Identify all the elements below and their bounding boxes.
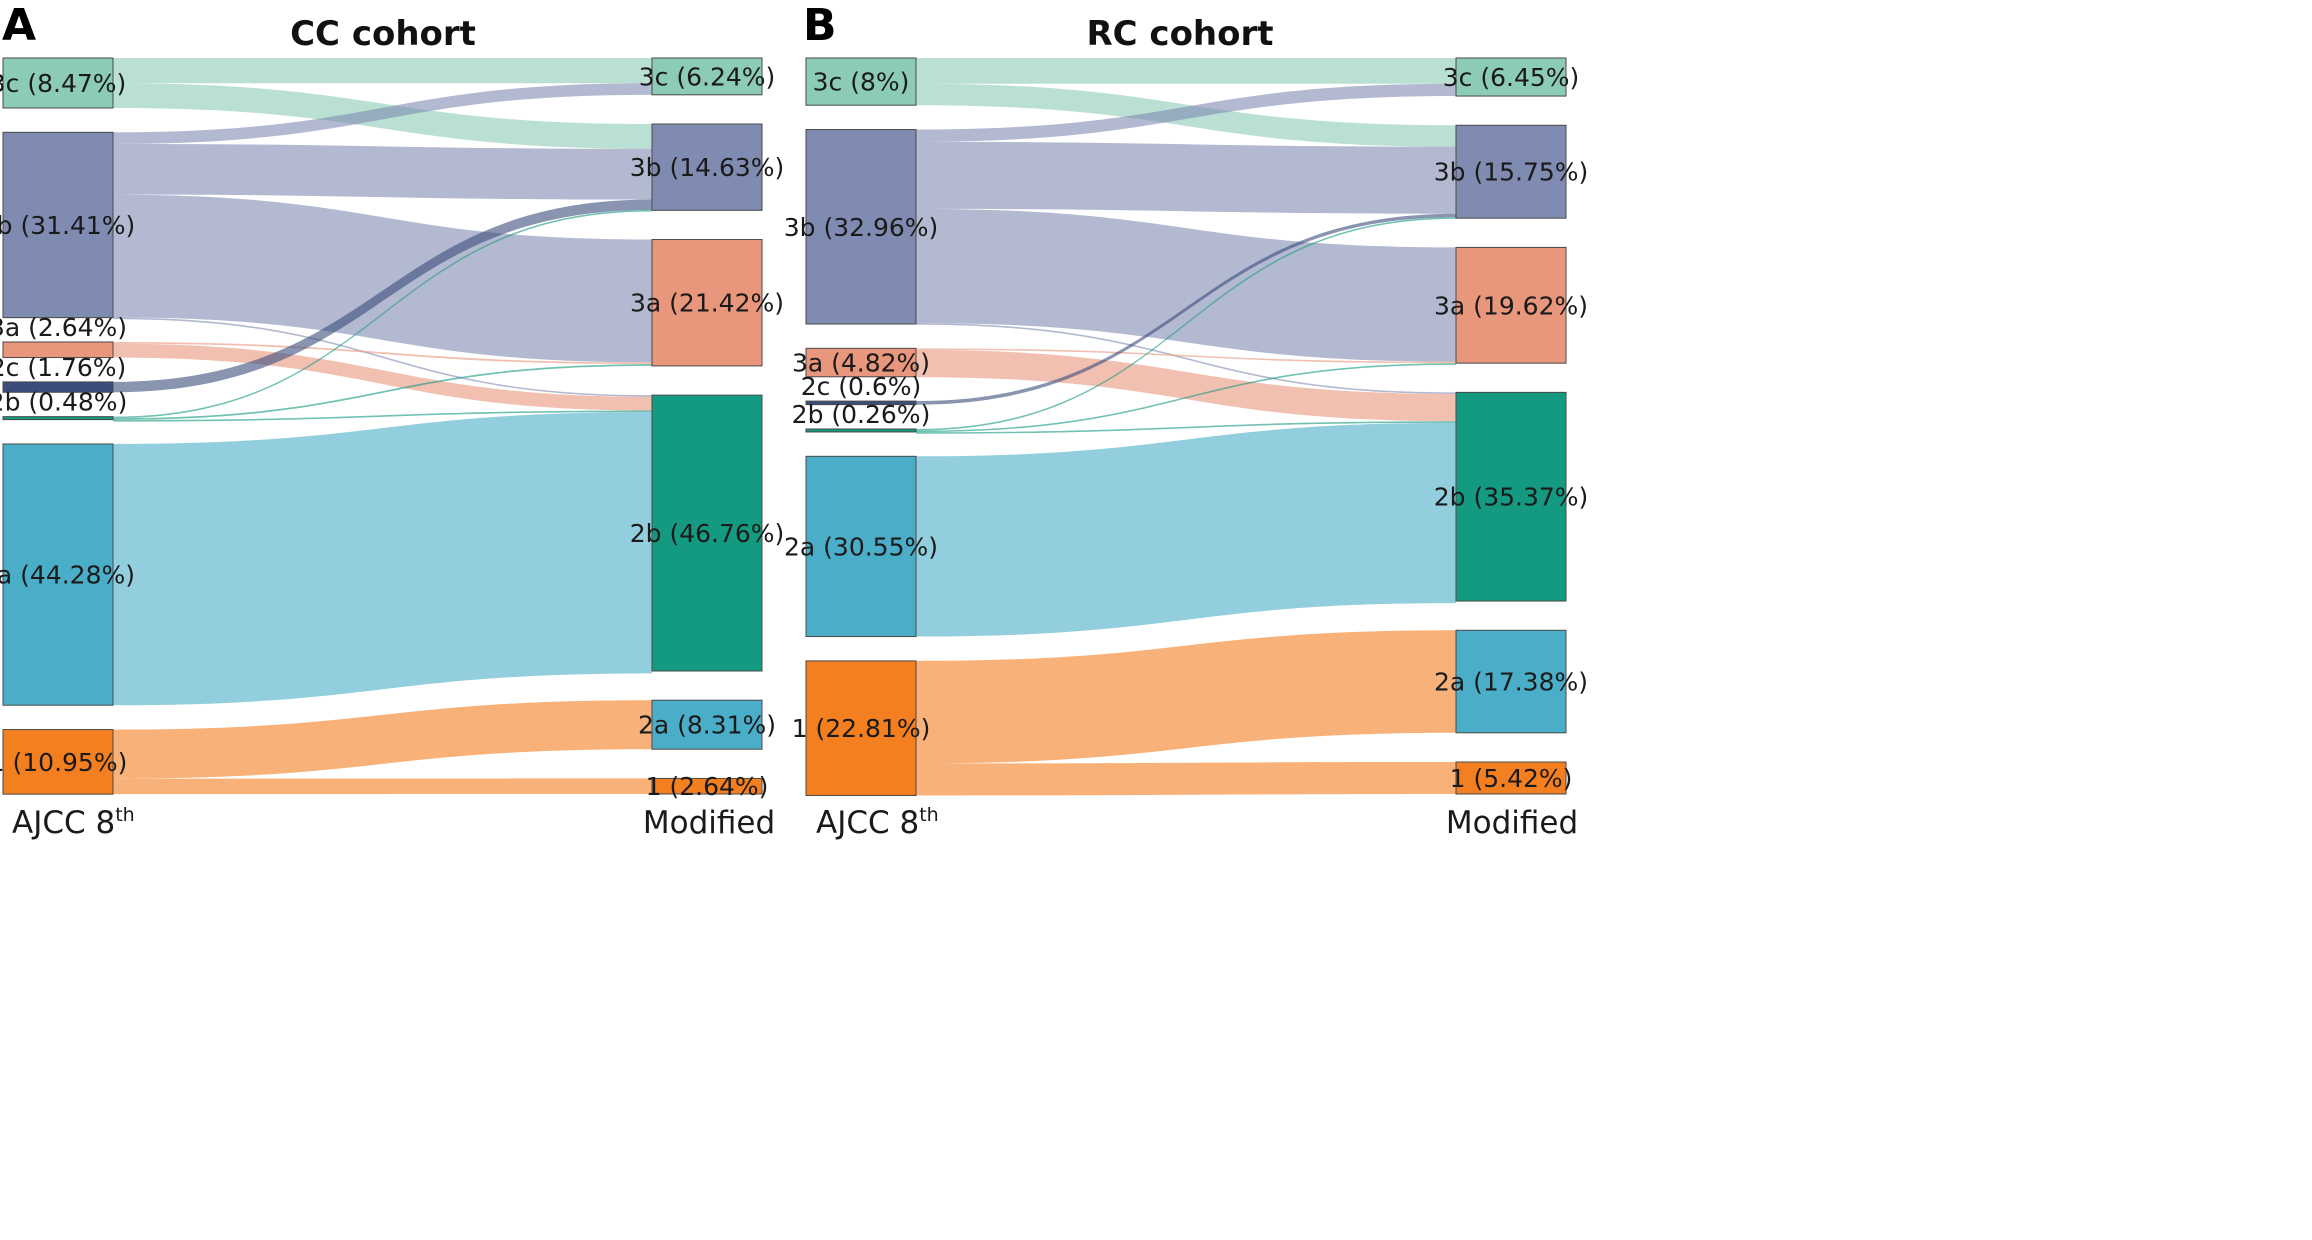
flow-3b-to-2b [113,317,652,397]
left-node-1 [805,660,917,796]
flow-2a-to-2b [916,422,1456,637]
flows [113,58,652,795]
flow-1-to-2a [113,700,652,779]
right-node-label-2a: 2a (17.38%) [1434,668,1588,697]
flow-3b-to-3a [113,194,652,363]
flow-2c-to-3b [113,199,652,393]
left-axis-label: AJCC 8th [12,804,135,841]
right-node-3b [651,123,763,211]
right-node-label-3b: 3b (15.75%) [1434,158,1589,187]
flow-3a-to-2b [113,343,652,411]
left-node-3a [805,347,917,378]
right-node-label-3b: 3b (14.63%) [630,153,785,182]
right-node-label-3a: 3a (19.62%) [1434,291,1588,320]
flow-2b-to-2b [113,410,652,422]
right-node-2b [651,394,763,672]
left-node-label-2b: 2b (0.48%) [0,388,127,417]
left-node-2c [805,400,917,406]
flow-3a-to-2b [916,349,1456,422]
panel-b: B RC cohort 3c (8%) 3b (32.96%) 3a (4.82%)2c… [784,0,1589,841]
panel-a: A CC cohort 3c (8.47%) 3b (31.41%) 3a (2.64%… [0,0,784,841]
left-node-label-2a: 2a (30.55%) [784,532,938,561]
right-node-3a [651,239,763,367]
flow-1-to-1 [916,762,1456,796]
panel-letter: B [803,0,837,51]
left-node-2b [805,428,917,433]
left-node-2b [2,416,114,421]
right-node-label-3c: 3c (6.24%) [639,62,776,91]
right-node-3b [1455,124,1567,219]
flow-2c-to-3b [916,213,1456,405]
flow-2b-to-3a [916,363,1456,433]
left-node-label-3a: 3a (4.82%) [792,349,930,378]
flow-3b-to-3b [916,141,1456,214]
left-node-2c [2,381,114,393]
panel-letter: A [2,0,36,51]
left-node-label-3a: 3a (2.64%) [0,313,127,342]
left-node-label-3b: 3b (32.96%) [784,213,939,242]
right-node-label-1: 1 (5.42%) [1450,764,1573,793]
left-node-3c [2,57,114,109]
flow-3c-to-3c [113,58,652,84]
flow-3b-to-3c [113,83,652,144]
left-node-1 [2,729,114,795]
right-node-label-2b: 2b (46.76%) [630,519,785,548]
right-node-1 [1455,761,1567,795]
panel-title: RC cohort [1086,14,1273,54]
flow-2a-to-2b [113,412,652,706]
right-axis-label: Modified [643,805,775,841]
left-node-2a [805,455,917,638]
right-axis-label: Modified [1446,805,1578,841]
left-axis-label: AJCC 8th [816,804,939,841]
flow-3b-to-3b [113,143,652,200]
left-node-2a [2,443,114,706]
right-node-3c [651,57,763,96]
right-node-2b [1455,391,1567,602]
left-node-label-2c: 2c (1.76%) [0,353,126,382]
right-node-label-2a: 2a (8.31%) [638,711,776,740]
flows [916,58,1456,796]
right-node-label-3c: 3c (6.45%) [1443,63,1580,92]
flow-2b-to-2b [916,421,1456,434]
flow-3b-to-2b [916,323,1456,394]
flow-2b-to-3a [113,364,652,420]
flow-3c-to-3c [916,58,1456,84]
left-node-label-1: 1 (10.95%) [0,748,127,777]
right-node-2a [1455,629,1567,734]
left-node-label-3c: 3c (8.47%) [0,69,126,98]
left-node-label-3b: 3b (31.41%) [0,211,135,240]
left-node-label-3c: 3c (8%) [813,68,910,97]
left-node-3a [2,341,114,359]
flow-3a-to-3a [113,341,652,365]
right-node-label-3a: 3a (21.42%) [630,289,784,318]
flow-1-to-1 [113,778,652,795]
right-node-label-2b: 2b (35.37%) [1434,483,1589,512]
left-node-3b [805,129,917,325]
left-node-label-2b: 2b (0.26%) [792,400,931,429]
flow-2b-to-3b [113,209,652,419]
left-node-label-2a: 2a (44.28%) [0,561,135,590]
right-node-3c [1455,57,1567,97]
right-node-2a [651,699,763,750]
flow-3b-to-3c [916,83,1456,142]
flow-1-to-2a [916,630,1456,764]
left-node-3c [805,57,917,106]
panel-title: CC cohort [290,14,476,54]
left-node-label-1: 1 (22.81%) [792,714,931,743]
right-node-label-1: 1 (2.64%) [646,772,769,801]
flow-3a-to-3a [916,348,1456,364]
right-node-3a [1455,246,1567,364]
right-node-1 [651,777,763,795]
left-node-label-2c: 2c (0.6%) [801,372,922,401]
left-node-3b [2,131,114,319]
flow-3b-to-3a [916,208,1456,362]
flow-2b-to-3b [916,217,1456,431]
